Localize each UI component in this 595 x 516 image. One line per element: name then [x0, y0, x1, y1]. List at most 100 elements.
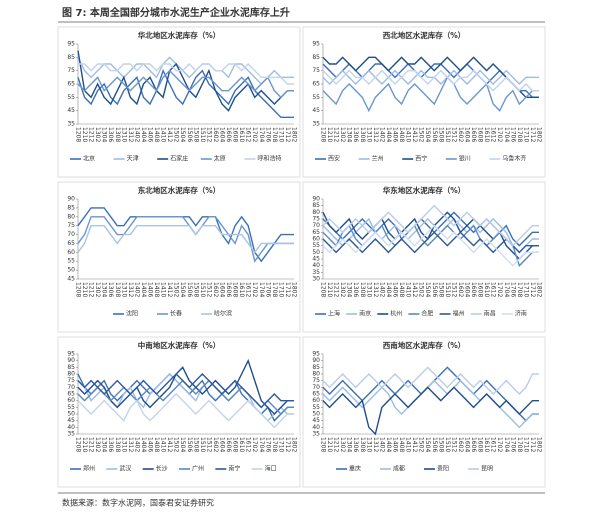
series-line — [322, 69, 539, 92]
x-tick-label: 1404 — [140, 437, 147, 452]
y-tick-label: 70 — [67, 231, 75, 238]
x-tick-label: 1212 — [333, 282, 340, 297]
x-tick-label: 1504 — [179, 437, 186, 452]
x-tick-label: 1212 — [333, 437, 340, 452]
legend-label: 上海 — [328, 310, 340, 318]
y-tick-label: 95 — [67, 41, 75, 48]
legend-label: 济南 — [515, 310, 527, 318]
x-tick-label: 1512 — [450, 437, 457, 452]
x-tick-label: 1712 — [529, 282, 536, 297]
panel-frame — [302, 181, 546, 333]
y-tick-label: 45 — [312, 256, 320, 263]
x-tick-label: 1504 — [424, 437, 431, 452]
x-tick-label: 1310 — [120, 282, 127, 297]
chart-title: 西南地区水泥库存（%） — [383, 340, 466, 350]
x-tick-label: 1404 — [385, 282, 392, 297]
x-tick-label: 1412 — [411, 127, 418, 142]
y-tick-label: 50 — [67, 267, 75, 274]
y-tick-label: 45 — [312, 107, 320, 114]
x-tick-label: 1604 — [219, 437, 226, 452]
x-tick-label: 1406 — [147, 437, 154, 452]
x-tick-label: 1604 — [464, 437, 471, 452]
x-tick-label: 1702 — [496, 437, 503, 452]
y-tick-label: 80 — [67, 213, 75, 220]
x-tick-label: 1410 — [160, 127, 167, 142]
x-tick-label: 1412 — [411, 437, 418, 452]
x-tick-label: 1302 — [339, 437, 346, 452]
x-tick-label: 1310 — [120, 437, 127, 452]
series-line — [77, 373, 294, 409]
legend-label: 福州 — [453, 310, 465, 318]
x-tick-label: 1612 — [490, 437, 497, 452]
chart-title: 中南地区水泥库存（%） — [138, 340, 221, 350]
y-tick-label: 70 — [67, 384, 75, 391]
y-tick-label: 90 — [312, 196, 320, 203]
x-tick-label: 1302 — [339, 127, 346, 142]
y-tick-label: 40 — [67, 424, 75, 431]
y-tick-label: 55 — [312, 94, 320, 101]
y-tick-label: 75 — [67, 67, 75, 74]
x-tick-label: 1402 — [133, 437, 140, 452]
x-tick-label: 1410 — [405, 127, 412, 142]
x-tick-label: 1710 — [522, 282, 529, 297]
legend-label: 南昌 — [484, 310, 496, 318]
x-tick-label: 1412 — [166, 437, 173, 452]
x-tick-label: 1602 — [212, 282, 219, 297]
series-line — [77, 358, 294, 415]
legend-label: 石家庄 — [170, 155, 188, 163]
x-tick-label: 1612 — [245, 127, 252, 142]
x-tick-label: 1704 — [258, 437, 265, 452]
x-tick-label: 1706 — [509, 282, 516, 297]
x-tick-label: 1212 — [88, 282, 95, 297]
x-tick-label: 1506 — [431, 437, 438, 452]
x-tick-label: 1710 — [522, 127, 529, 142]
x-tick-label: 1408 — [398, 127, 405, 142]
series-line — [77, 393, 294, 429]
x-tick-label: 1606 — [225, 437, 232, 452]
x-tick-label: 1510 — [444, 437, 451, 452]
x-tick-label: 1612 — [490, 282, 497, 297]
series-line — [322, 204, 539, 247]
x-tick-label: 1802 — [291, 282, 298, 297]
legend-label: 昆明 — [481, 466, 493, 473]
x-tick-label: 1510 — [199, 437, 206, 452]
x-tick-label: 1406 — [147, 127, 154, 142]
y-tick-label: 45 — [67, 417, 75, 424]
x-tick-label: 1406 — [392, 282, 399, 297]
series-line — [78, 63, 294, 85]
x-tick-label: 1210 — [326, 437, 333, 452]
x-tick-label: 1306 — [107, 282, 114, 297]
x-tick-label: 1506 — [186, 282, 193, 297]
y-tick-label: 60 — [312, 236, 320, 243]
x-tick-label: 1306 — [107, 437, 114, 452]
y-tick-label: 65 — [67, 81, 75, 88]
legend-label: 武汉 — [119, 465, 131, 473]
x-tick-label: 1312 — [372, 127, 379, 142]
x-tick-label: 1308 — [359, 437, 366, 452]
x-tick-label: 1512 — [450, 127, 457, 142]
x-tick-label: 1802 — [536, 127, 543, 142]
x-tick-label: 1708 — [516, 127, 523, 142]
x-tick-label: 1506 — [431, 282, 438, 297]
x-tick-label: 1506 — [186, 437, 193, 452]
x-tick-label: 1412 — [166, 127, 173, 142]
x-tick-label: 1410 — [405, 282, 412, 297]
x-tick-label: 1502 — [173, 437, 180, 452]
x-tick-label: 1510 — [199, 127, 206, 142]
x-tick-label: 1210 — [81, 437, 88, 452]
x-tick-label: 1212 — [333, 127, 340, 142]
x-tick-label: 1406 — [392, 437, 399, 452]
y-tick-label: 70 — [312, 222, 320, 229]
panel-frame — [57, 336, 301, 488]
series-line — [77, 224, 294, 254]
series-line — [322, 366, 539, 395]
y-tick-label: 50 — [312, 249, 320, 256]
x-tick-label: 1604 — [464, 127, 471, 142]
x-tick-label: 1710 — [522, 437, 529, 452]
x-tick-label: 1208 — [75, 282, 82, 297]
x-tick-label: 1208 — [320, 437, 327, 452]
x-tick-label: 1610 — [238, 127, 245, 142]
x-tick-label: 1408 — [153, 127, 160, 142]
